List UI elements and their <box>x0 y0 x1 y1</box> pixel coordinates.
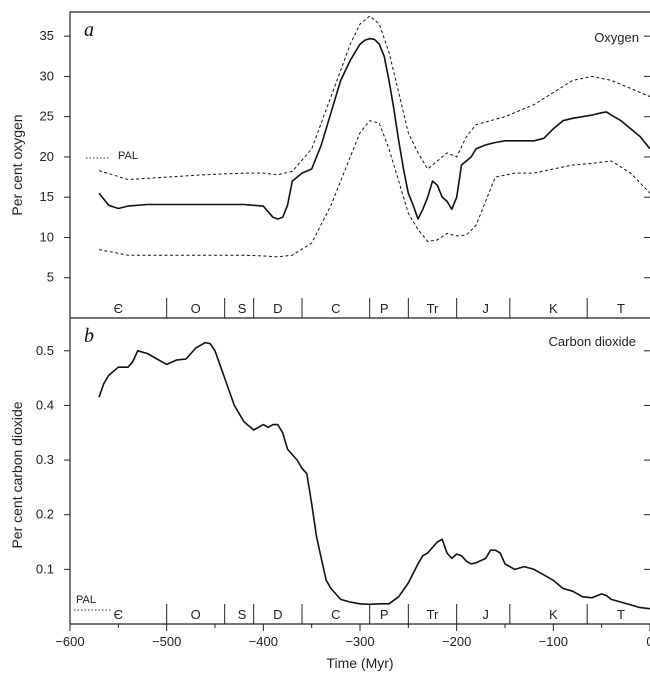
oxygen-series-line-main <box>98 37 650 220</box>
oxygen-period-label: Tr <box>427 301 439 316</box>
oxygen-y-tick-label: 15 <box>40 189 54 204</box>
time-x-tick-label: −400 <box>249 634 278 649</box>
carbon-dioxide-period-label: S <box>238 607 247 622</box>
carbon-dioxide-series-lines <box>98 341 650 610</box>
carbon-dioxide-period-label: J <box>482 607 489 622</box>
oxygen-period-label: S <box>238 301 247 316</box>
time-x-tick-label: −500 <box>152 634 181 649</box>
oxygen-series-lines <box>98 15 650 258</box>
carbon-dioxide-period-label: Є <box>114 607 123 622</box>
time-x-axis-title: Time (Myr) <box>326 655 393 671</box>
carbon-dioxide-y-tick-label: 0.1 <box>36 561 54 576</box>
time-x-tick-label: 0 <box>646 634 650 649</box>
oxygen-y-tick-label: 25 <box>40 109 54 124</box>
carbon-dioxide-pal-label: PAL <box>76 594 96 606</box>
oxygen-period-label: K <box>549 301 558 316</box>
oxygen-period-band: Є O S D C P Tr J K T <box>114 298 625 318</box>
carbon-dioxide-period-label: O <box>191 607 201 622</box>
carbon-dioxide-y-axis: 0.1 0.2 0.3 0.4 0.5 <box>36 343 650 576</box>
time-x-axis: −600 −500 −400 −300 −200 −100 0 <box>55 624 650 649</box>
oxygen-panel-frame <box>69 11 650 318</box>
oxygen-series-line-dashed-2 <box>98 120 650 258</box>
oxygen-y-tick-label: 20 <box>40 149 54 164</box>
oxygen-period-label: Є <box>114 301 123 316</box>
oxygen-y-axis-title: Per cent oxygen <box>9 114 25 215</box>
oxygen-series-title: Oxygen <box>594 30 639 45</box>
carbon-dioxide-period-label: P <box>380 607 389 622</box>
oxygen-period-label: C <box>331 301 340 316</box>
carbon-dioxide-period-label: C <box>331 607 340 622</box>
oxygen-period-label: D <box>273 301 282 316</box>
oxygen-period-label: T <box>617 301 625 316</box>
time-x-tick-label: −100 <box>539 634 568 649</box>
oxygen-series-line-dashed-1 <box>98 15 650 180</box>
carbon-dioxide-series-line-main <box>98 341 650 610</box>
carbon-dioxide-series-title: Carbon dioxide <box>549 334 636 349</box>
carbon-dioxide-period-label: T <box>617 607 625 622</box>
carbon-dioxide-panel: b Carbon dioxide Per cent carbon dioxide… <box>9 317 650 671</box>
carbon-dioxide-panel-frame <box>69 317 650 625</box>
oxygen-period-label: P <box>380 301 389 316</box>
oxygen-y-axis: 5 10 15 20 25 30 35 <box>40 28 650 285</box>
oxygen-y-tick-label: 35 <box>40 28 54 43</box>
oxygen-period-label: J <box>482 301 489 316</box>
oxygen-panel-letter: a <box>84 19 94 41</box>
oxygen-y-tick-label: 30 <box>40 68 54 83</box>
carbon-dioxide-period-band: Є O S D C P Tr J K T <box>114 604 625 624</box>
oxygen-panel: a Oxygen Per cent oxygen PAL 5 10 15 20 25 30… <box>9 11 650 318</box>
time-x-tick-label: −300 <box>345 634 374 649</box>
carbon-dioxide-y-tick-label: 0.4 <box>36 397 54 412</box>
oxygen-y-tick-label: 10 <box>40 229 54 244</box>
oxygen-period-label: O <box>191 301 201 316</box>
oxygen-y-tick-label: 5 <box>47 270 54 285</box>
time-x-tick-label: −600 <box>55 634 84 649</box>
carbon-dioxide-period-label: D <box>273 607 282 622</box>
carbon-dioxide-y-tick-label: 0.3 <box>36 452 54 467</box>
time-x-tick-label: −200 <box>442 634 471 649</box>
carbon-dioxide-y-axis-title: Per cent carbon dioxide <box>9 401 25 548</box>
carbon-dioxide-period-label: K <box>549 607 558 622</box>
carbon-dioxide-y-tick-label: 0.2 <box>36 507 54 522</box>
oxygen-pal-label: PAL <box>118 150 138 162</box>
carbon-dioxide-period-label: Tr <box>427 607 439 622</box>
carbon-dioxide-panel-letter: b <box>84 325 94 347</box>
carbon-dioxide-y-tick-label: 0.5 <box>36 343 54 358</box>
